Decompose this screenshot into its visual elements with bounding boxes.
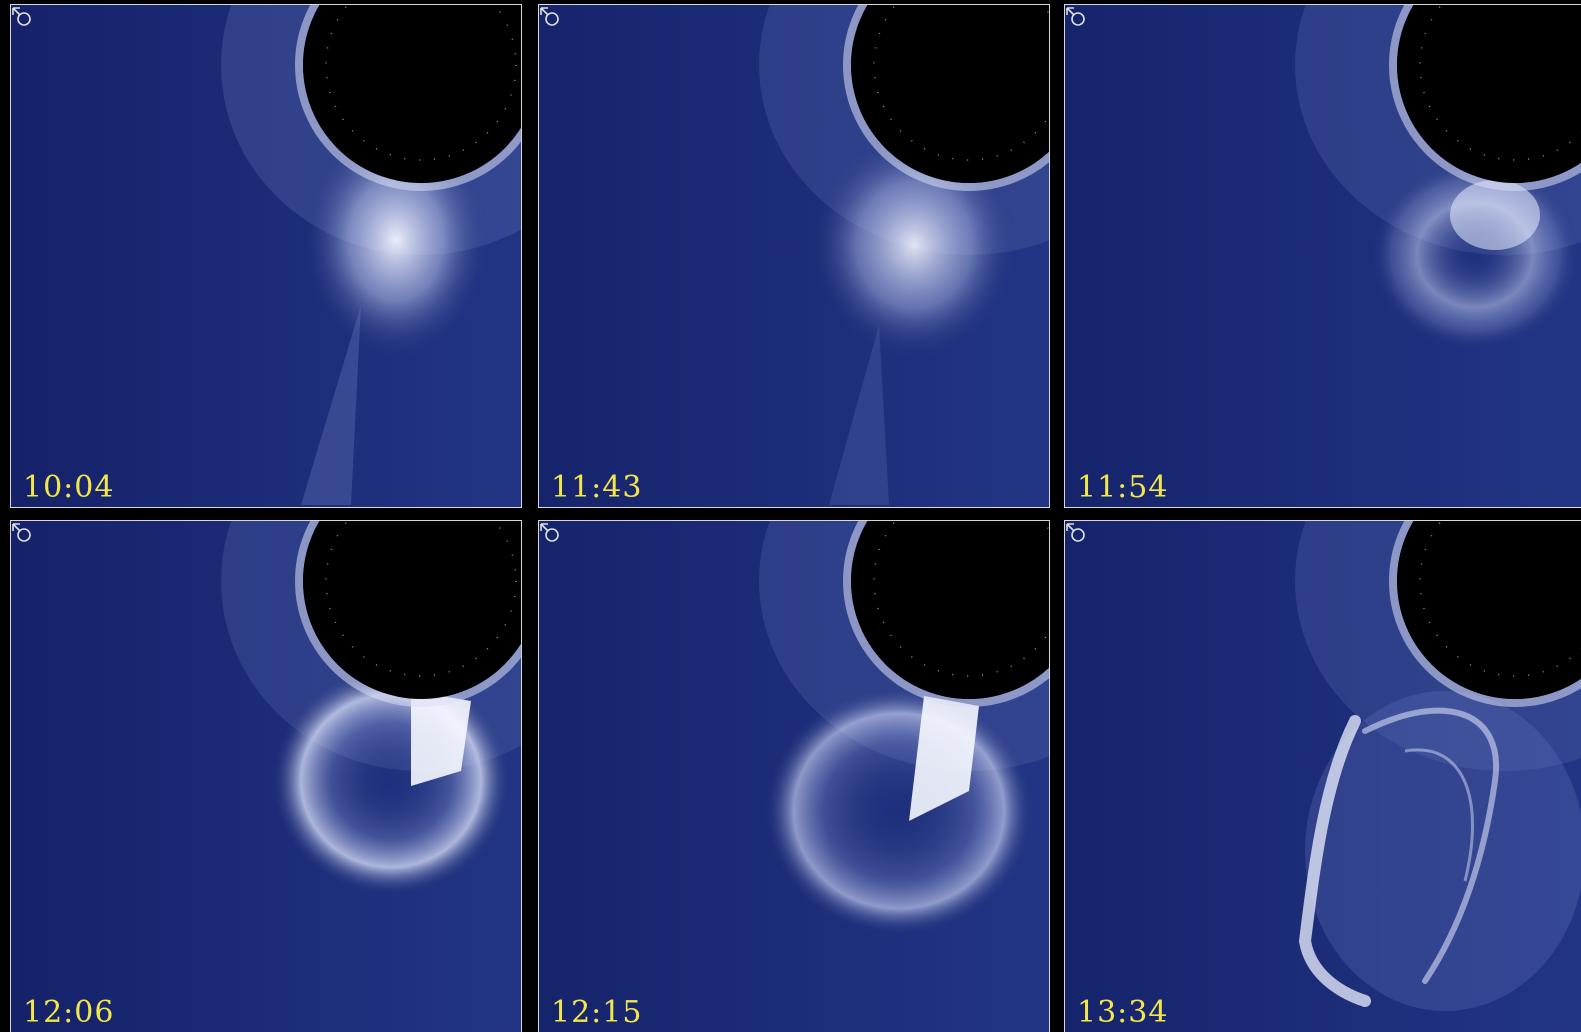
timestamp-label: 11:43 xyxy=(551,473,642,503)
sun-orientation-icon xyxy=(539,521,563,545)
coronagraph-frame xyxy=(11,5,522,508)
coronagraph-frame xyxy=(539,5,1050,508)
panel-3: 11:54 xyxy=(1064,4,1581,508)
coronagraph-frame xyxy=(539,521,1050,1032)
sun-orientation-icon xyxy=(11,5,35,29)
timestamp-label: 10:04 xyxy=(23,473,114,503)
sun-orientation-icon xyxy=(1065,521,1089,545)
panel-2: 11:43 xyxy=(538,4,1050,508)
timestamp-label: 12:15 xyxy=(551,998,642,1028)
timestamp-label: 13:34 xyxy=(1077,998,1168,1028)
panel-6: 13:34 xyxy=(1064,520,1581,1032)
timestamp-label: 12:06 xyxy=(23,998,114,1028)
panel-4: 12:06 xyxy=(10,520,522,1032)
coronagraph-frame xyxy=(11,521,522,1032)
panel-5: 12:15 xyxy=(538,520,1050,1032)
panel-1: 10:04 xyxy=(10,4,522,508)
sun-orientation-icon xyxy=(1065,5,1089,29)
coronagraph-frame xyxy=(1065,5,1581,508)
coronagraph-frame xyxy=(1065,521,1581,1032)
timestamp-label: 11:54 xyxy=(1077,473,1168,503)
sun-orientation-icon xyxy=(539,5,563,29)
sun-orientation-icon xyxy=(11,521,35,545)
